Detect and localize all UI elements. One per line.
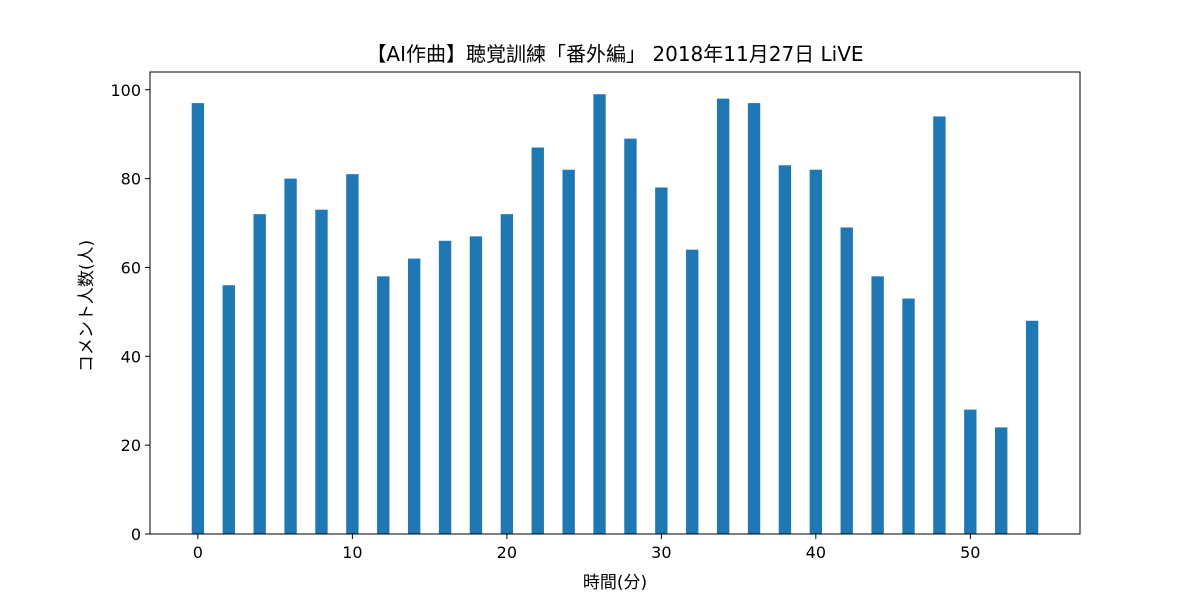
bar — [809, 169, 823, 535]
x-tick-label: 20 — [497, 543, 517, 562]
bar — [315, 209, 328, 534]
y-axis-ticks: 0 20 40 60 80 100 — [110, 81, 150, 544]
plot-frame — [149, 71, 1081, 535]
y-tick-label: 100 — [110, 81, 141, 100]
bar — [531, 147, 544, 534]
y-tick-label: 60 — [121, 258, 141, 277]
y-tick-label: 0 — [131, 525, 141, 544]
x-tick-label: 10 — [342, 543, 362, 562]
bar — [655, 187, 668, 534]
y-axis-label: コメント人数(人) — [77, 240, 97, 372]
chart-title: 【AI作曲】聴覚訓練「番外編」 2018年11月27日 LiVE — [366, 42, 863, 66]
bar — [191, 103, 205, 534]
bar — [716, 98, 730, 535]
bar — [747, 103, 761, 534]
bar — [840, 227, 853, 535]
bar — [1025, 320, 1039, 534]
bar — [871, 276, 884, 534]
bar — [624, 138, 637, 534]
bar — [778, 165, 792, 535]
bar — [500, 214, 514, 534]
x-tick-label: 30 — [651, 543, 671, 562]
bar — [686, 249, 699, 534]
bar — [346, 174, 359, 535]
y-tick-label: 40 — [121, 347, 141, 366]
x-tick-label: 50 — [960, 543, 980, 562]
bar — [222, 285, 235, 534]
bar — [377, 276, 390, 534]
bar — [253, 214, 266, 534]
bar — [284, 178, 297, 534]
x-tick-label: 0 — [193, 543, 203, 562]
bar — [469, 236, 483, 534]
bar — [964, 409, 977, 534]
bar — [902, 298, 915, 534]
x-tick-label: 40 — [806, 543, 826, 562]
y-tick-label: 80 — [121, 170, 141, 189]
bar — [438, 240, 452, 534]
bars-group — [191, 94, 1039, 535]
bar — [562, 169, 575, 535]
bar — [933, 116, 946, 535]
x-axis-ticks: 0 10 20 30 40 50 — [193, 534, 980, 562]
y-tick-label: 20 — [121, 436, 141, 455]
bar — [995, 427, 1008, 534]
bar — [407, 258, 421, 534]
bar — [593, 94, 606, 535]
x-axis-label: 時間(分) — [583, 573, 647, 593]
